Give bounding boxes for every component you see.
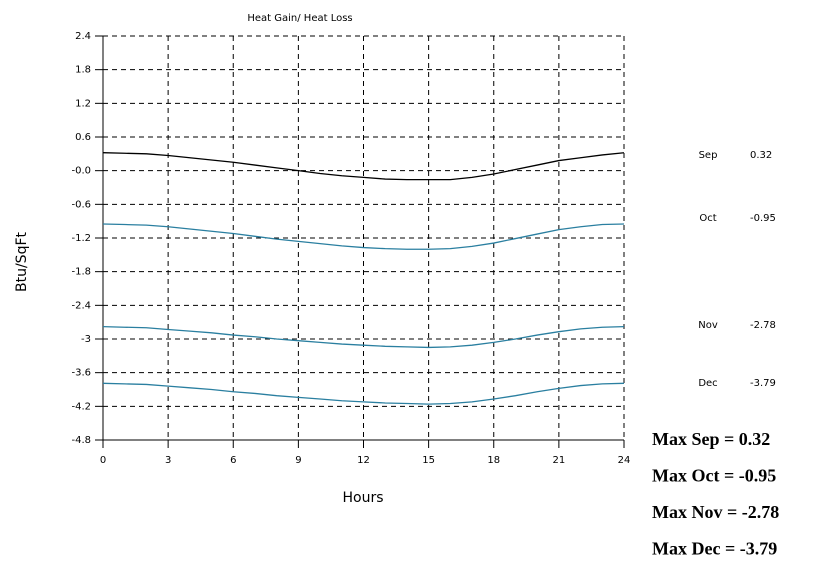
x-tick-label: 6	[230, 455, 236, 466]
legend-label: Dec	[698, 378, 717, 389]
x-axis-label: Hours	[342, 490, 383, 506]
y-tick-label: -2.4	[71, 300, 91, 311]
series-line	[102, 326, 625, 349]
legend-label: Sep	[699, 150, 718, 161]
series-line	[102, 382, 625, 405]
legend-label: Oct	[699, 213, 716, 224]
x-tick-label: 0	[100, 455, 106, 466]
y-tick-label: -0.6	[71, 199, 91, 210]
y-tick-label: 0.6	[75, 132, 91, 143]
x-tick-label: 15	[422, 455, 435, 466]
annotation: Max Dec = -3.79	[652, 539, 777, 559]
x-tick-label: 18	[487, 455, 500, 466]
x-tick-label: 12	[357, 455, 370, 466]
legend-value: 0.32	[750, 150, 772, 161]
x-tick-label: 21	[553, 455, 566, 466]
y-tick-label: -4.2	[71, 401, 91, 412]
series-line	[102, 223, 625, 250]
annotation: Max Sep = 0.32	[652, 429, 770, 449]
y-tick-label: -0.0	[71, 166, 91, 177]
y-tick-label: 1.2	[75, 98, 91, 109]
x-tick-label: 9	[295, 455, 301, 466]
legend-value: -0.95	[750, 213, 776, 224]
annotation: Max Nov = -2.78	[652, 502, 779, 522]
y-tick-label: -1.2	[71, 233, 91, 244]
annotation: Max Oct = -0.95	[652, 466, 776, 486]
series-line	[102, 152, 625, 181]
chart-title: Heat Gain/ Heat Loss	[247, 13, 352, 24]
y-tick-label: -3.6	[71, 368, 91, 379]
y-tick-label: -4.8	[71, 435, 91, 446]
x-tick-label: 3	[165, 455, 171, 466]
legend-label: Nov	[698, 320, 718, 331]
y-tick-label: -1.8	[71, 267, 91, 278]
legend-value: -2.78	[750, 320, 776, 331]
x-tick-label: 24	[618, 455, 631, 466]
y-tick-label: 2.4	[75, 31, 91, 42]
y-tick-label: 1.8	[75, 65, 91, 76]
legend-value: -3.79	[750, 378, 776, 389]
y-tick-label: -3	[81, 334, 91, 345]
y-axis-label: Btu/SqFt	[14, 231, 30, 292]
